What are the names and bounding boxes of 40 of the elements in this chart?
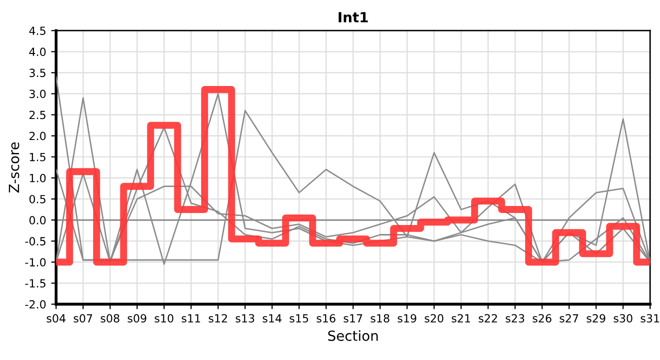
x-tick-label: s21 — [452, 314, 470, 323]
y-axis-title: Z-score — [8, 142, 20, 193]
y-tick-label: 1.0 — [30, 174, 46, 182]
x-tick-label: s16 — [316, 314, 336, 323]
x-tick-label: s17 — [344, 314, 362, 323]
x-tick-label: s26 — [532, 314, 552, 323]
x-tick-label: s31 — [640, 314, 660, 323]
x-tick-label: s30 — [614, 314, 632, 323]
x-axis-title: Section — [328, 330, 378, 341]
y-tick-label: 2.0 — [30, 132, 46, 140]
x-tick-label: s14 — [262, 314, 282, 323]
x-tick-label: s27 — [560, 314, 578, 323]
y-tick-label: 0.5 — [29, 194, 46, 204]
x-tick-label: s07 — [74, 314, 92, 323]
x-tick-label: s23 — [506, 314, 524, 323]
chart-title: Int1 — [338, 12, 368, 22]
y-tick-label: 4.0 — [29, 48, 46, 56]
y-tick-label: -1.0 — [25, 258, 46, 266]
x-tick-label: s09 — [128, 314, 146, 323]
x-tick-label: s15 — [290, 314, 308, 323]
y-tick-label: 4.5 — [29, 26, 46, 35]
x-tick-label: s22 — [478, 314, 497, 323]
y-tick-label: 1.5 — [30, 153, 46, 162]
x-tick-label: s12 — [208, 314, 227, 323]
y-tick-label: -0.5 — [25, 237, 46, 246]
x-tick-label: s08 — [100, 314, 120, 323]
y-tick-label: 3.0 — [30, 90, 46, 98]
y-tick-label: -1.5 — [25, 279, 46, 288]
x-tick-label: s19 — [398, 314, 416, 323]
y-tick-label: 2.5 — [30, 110, 46, 120]
x-tick-label: s04 — [46, 314, 66, 323]
y-tick-label: 3.5 — [30, 68, 46, 78]
x-tick-label: s13 — [236, 314, 254, 323]
x-tick-label: s18 — [370, 314, 390, 323]
y-tick-label: -2.0 — [25, 300, 46, 309]
x-tick-label: s20 — [424, 314, 444, 323]
x-tick-label: s11 — [182, 314, 200, 323]
x-tick-label: s29 — [586, 314, 606, 323]
x-tick-label: s10 — [154, 314, 174, 323]
y-tick-label: 0.0 — [29, 216, 46, 224]
